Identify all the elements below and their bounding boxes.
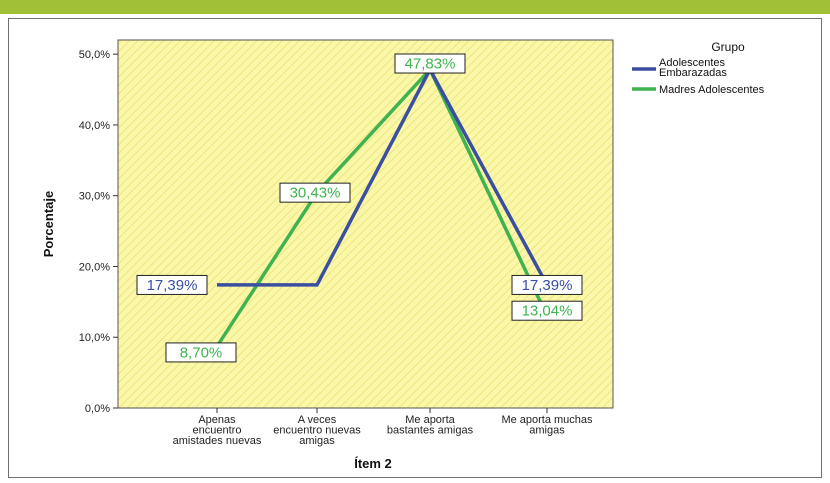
y-tick-label: 10,0% <box>79 332 110 344</box>
x-axis-title: Ítem 2 <box>354 456 392 471</box>
x-tick-label: encuentro nuevas <box>273 425 361 437</box>
y-tick-label: 20,0% <box>79 261 110 273</box>
data-label: 17,39% <box>136 274 208 295</box>
series-line-0 <box>217 65 549 287</box>
x-tick-label: encuentro <box>193 425 242 437</box>
y-tick-label: 30,0% <box>79 191 110 203</box>
top-accent-bar <box>0 0 830 14</box>
legend-label: Adolescentes <box>659 57 726 69</box>
data-label: 8,70% <box>165 342 237 363</box>
data-label: 47,83% <box>394 53 466 74</box>
legend-label: Embarazadas <box>659 67 727 79</box>
legend-label: Madres Adolescentes <box>659 84 765 96</box>
data-label: 17,39% <box>511 274 583 295</box>
data-label-text: 17,39% <box>147 277 198 294</box>
y-tick-label: 50,0% <box>79 49 110 61</box>
y-tick-label: 40,0% <box>79 120 110 132</box>
data-label: 30,43% <box>279 182 351 203</box>
y-axis-title: Porcentaje <box>41 191 56 257</box>
data-label-text: 47,83% <box>405 56 456 73</box>
data-label-text: 17,39% <box>522 277 573 294</box>
x-tick-label: Me aporta muchas <box>501 414 593 426</box>
series-line-1 <box>215 66 549 348</box>
data-label-box <box>511 274 583 295</box>
data-label: 13,04% <box>511 300 583 321</box>
data-label-text: 8,70% <box>180 344 223 361</box>
series-layer <box>215 65 549 348</box>
legend-title: Grupo <box>711 40 745 54</box>
data-label-layer: 17,39% 17,39% 8,70% 30,43% 47,83% 13,04% <box>136 53 583 363</box>
data-label-box <box>394 53 466 74</box>
data-label-box <box>511 300 583 321</box>
axes: 0,0%10,0%20,0%30,0%40,0%50,0%Apenasencue… <box>79 49 593 447</box>
data-label-box <box>165 342 237 363</box>
x-tick-label: amigas <box>299 435 335 447</box>
data-label-box <box>136 274 208 295</box>
y-tick-label: 0,0% <box>85 403 110 415</box>
x-tick-label: A veces <box>298 414 337 426</box>
x-tick-label: amigas <box>529 425 565 437</box>
x-tick-label: Apenas <box>198 414 236 426</box>
data-label-text: 13,04% <box>522 303 573 320</box>
data-label-text: 30,43% <box>290 185 341 202</box>
x-tick-label: amistades nuevas <box>173 435 262 447</box>
data-label-box <box>279 182 351 203</box>
x-tick-label: bastantes amigas <box>387 425 474 437</box>
x-tick-label: Me aporta <box>405 414 455 426</box>
